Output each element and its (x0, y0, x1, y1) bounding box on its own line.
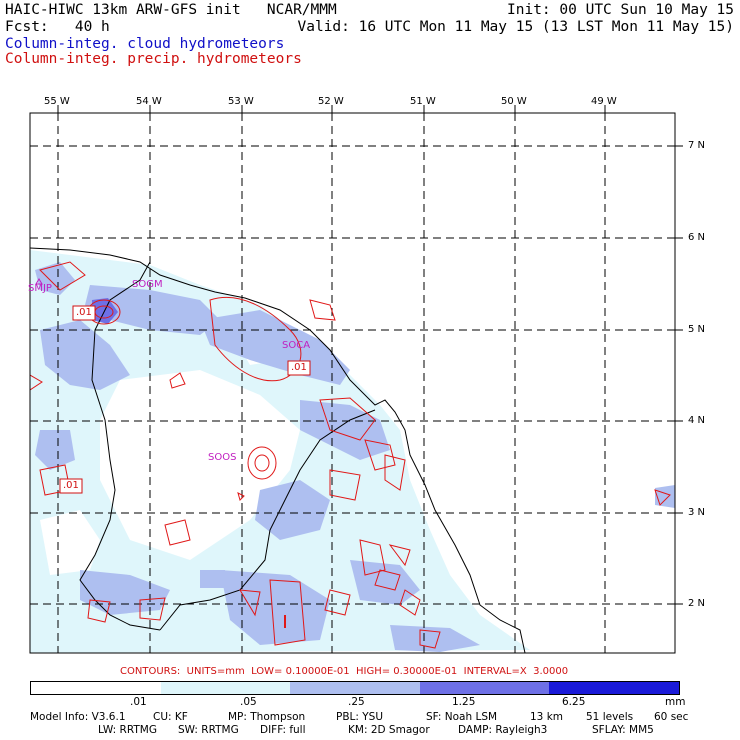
lat-label-5n: 5 N (688, 324, 706, 335)
lat-label-3n: 3 N (688, 507, 706, 518)
valid-time: Valid: 16 UTC Mon 11 May 15 (13 LST Mon … (297, 19, 735, 35)
colorbar-segment (419, 682, 550, 694)
contours-info: CONTOURS: UNITS=mm LOW= 0.10000E-01 HIGH… (120, 666, 569, 677)
colorbar-tick: 1.25 (452, 696, 476, 708)
footer-sflay: SFLAY: MM5 (592, 724, 654, 736)
footer-sf: SF: Noah LSM (426, 711, 498, 723)
lat-label-7n: 7 N (688, 140, 706, 151)
colorbar-tick: .01 (130, 696, 147, 708)
colorbar-segment (31, 682, 161, 694)
station-soca: SOCA (282, 340, 311, 351)
map-frame (29, 112, 676, 654)
colorbar-tick: .25 (348, 696, 365, 708)
footer-damp: DAMP: Rayleigh3 (458, 724, 548, 736)
init-time: Init: 00 UTC Sun 10 May 15 (507, 2, 734, 18)
footer-cu: CU: KF (153, 711, 188, 723)
colorbar-tick: 6.25 (562, 696, 586, 708)
contour-label: .01 (63, 480, 79, 491)
lat-label-2n: 2 N (688, 598, 706, 609)
contour-label: .01 (291, 362, 307, 373)
legend-cloud: Column-integ. cloud hydrometeors (5, 36, 285, 52)
colorbar-segment (290, 682, 420, 694)
lon-label-51w: 51 W (410, 96, 436, 107)
station-smjp: SMJP (28, 283, 52, 294)
legend-precip: Column-integ. precip. hydrometeors (5, 51, 302, 67)
lon-label-53w: 53 W (228, 96, 254, 107)
footer-diff: DIFF: full (260, 724, 306, 736)
lat-label-6n: 6 N (688, 232, 706, 243)
footer-lw: LW: RRTMG (98, 724, 157, 736)
colorbar-segment (549, 682, 679, 694)
lat-lon-grid (30, 113, 675, 653)
colorbar-units: mm (665, 696, 686, 708)
station-sogm: SOGM (132, 279, 163, 290)
footer-mp: MP: Thompson (228, 711, 306, 723)
coastline (30, 247, 526, 653)
colorbar-segment (160, 682, 291, 694)
colorbar (30, 681, 680, 695)
contour-label: .01 (76, 307, 92, 318)
footer-model-version: Model Info: V3.6.1 (30, 711, 126, 723)
footer-km: KM: 2D Smagor (348, 724, 430, 736)
lon-label-50w: 50 W (501, 96, 527, 107)
lon-label-55w: 55 W (44, 96, 70, 107)
footer-pbl: PBL: YSU (336, 711, 384, 723)
plot-title: HAIC-HIWC 13km ARW-GFS init NCAR/MMM (5, 2, 337, 18)
lat-label-4n: 4 N (688, 415, 706, 426)
footer-resolution: 13 km (530, 711, 564, 723)
footer-timestep: 60 sec (654, 711, 689, 723)
station-soos: SOOS (208, 452, 237, 463)
lon-label-49w: 49 W (591, 96, 617, 107)
colorbar-tick: .05 (240, 696, 257, 708)
footer-sw: SW: RRTMG (178, 724, 239, 736)
lon-label-52w: 52 W (318, 96, 344, 107)
lon-label-54w: 54 W (136, 96, 162, 107)
footer-levels: 51 levels (586, 711, 634, 723)
forecast-hour: Fcst: 40 h (5, 19, 110, 35)
